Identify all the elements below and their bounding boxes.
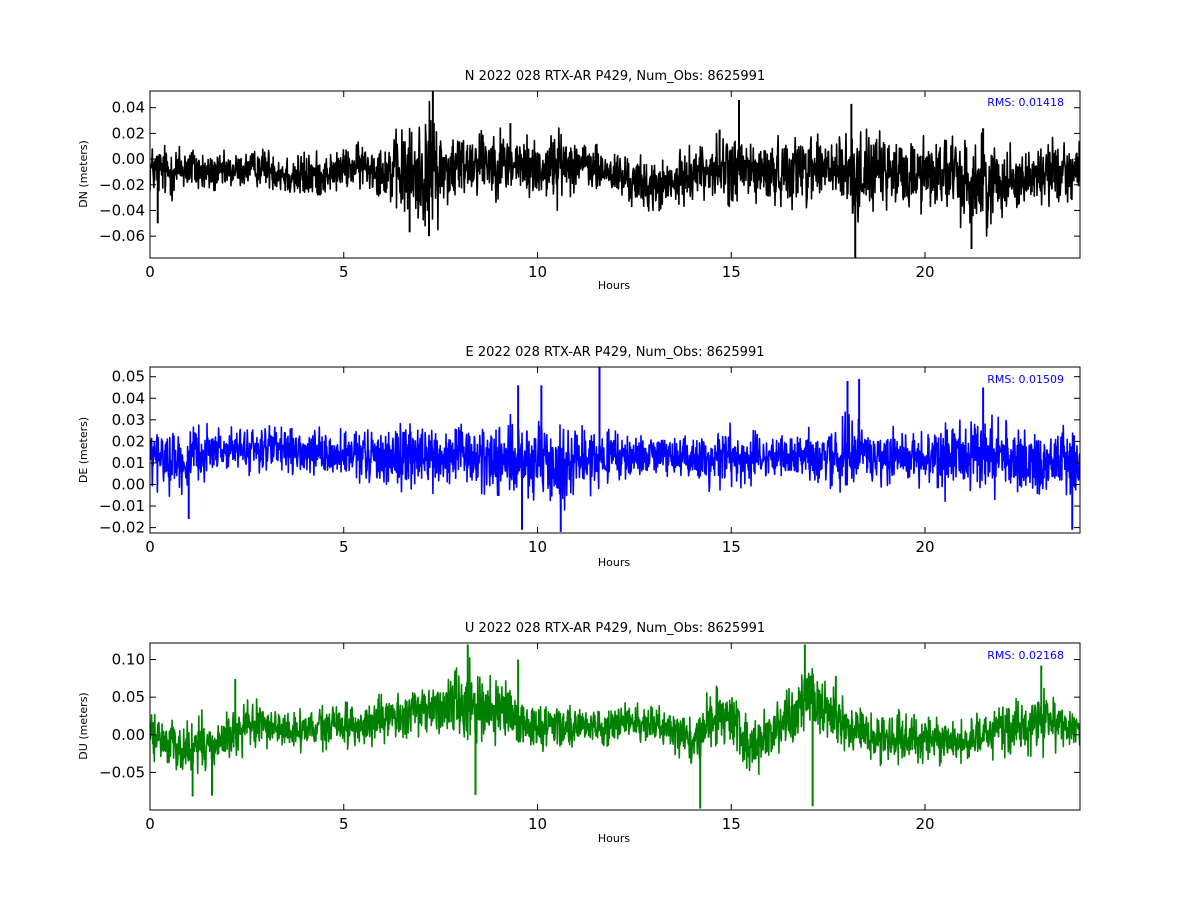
panel-north-ytick-label: 0.00 xyxy=(112,150,145,168)
panel-east-ytick-label: −0.01 xyxy=(99,497,145,515)
panel-north-xtick-label: 10 xyxy=(528,263,547,281)
panel-east-ytick-label: 0.04 xyxy=(112,389,145,407)
panel-east-series xyxy=(150,367,1080,532)
panel-east-ytick-label: −0.02 xyxy=(99,519,145,537)
panel-east-ytick-label: 0.01 xyxy=(112,454,145,472)
panel-up-xtick-label: 20 xyxy=(915,815,934,833)
panel-east-ytick-label: 0.03 xyxy=(112,411,145,429)
panel-north-frame xyxy=(149,90,1081,259)
panel-north-xtick-label: 20 xyxy=(915,263,934,281)
panel-up-ytick-label: 0.10 xyxy=(112,651,145,669)
panel-north-series-line xyxy=(150,100,1080,237)
panel-east: E 2022 028 RTX-AR P429, Num_Obs: 8625991… xyxy=(77,345,1081,569)
panel-up-ytick-label: 0.00 xyxy=(112,726,145,744)
panel-east-xtick-label: 15 xyxy=(722,538,741,556)
panel-north-ylabel: DN (meters) xyxy=(77,140,90,208)
panel-up-ytick-label: −0.05 xyxy=(99,763,145,781)
panel-up-xtick-label: 15 xyxy=(722,815,741,833)
panel-east-ytick-label: 0.00 xyxy=(112,475,145,493)
panel-north-ytick-label: −0.02 xyxy=(99,176,145,194)
panel-east-frame xyxy=(149,366,1081,534)
panel-north-xtick-label: 0 xyxy=(145,263,155,281)
panel-north-xtick-label: 5 xyxy=(339,263,349,281)
panel-east-xlabel: Hours xyxy=(598,556,630,569)
panel-up-xtick-label: 5 xyxy=(339,815,349,833)
panel-up-ytick-label: 0.05 xyxy=(112,688,145,706)
panel-north-ytick-label: 0.04 xyxy=(112,99,145,117)
panel-east-xtick-label: 0 xyxy=(145,538,155,556)
panel-up: U 2022 028 RTX-AR P429, Num_Obs: 8625991… xyxy=(77,621,1081,845)
panel-up-frame xyxy=(149,642,1081,811)
panel-east-xtick-label: 5 xyxy=(339,538,349,556)
panel-up-annotation: RMS: 0.02168 xyxy=(987,649,1064,662)
panel-east-xtick-label: 20 xyxy=(915,538,934,556)
panel-north-ytick-label: 0.02 xyxy=(112,124,145,142)
panel-east-title: E 2022 028 RTX-AR P429, Num_Obs: 8625991 xyxy=(466,345,765,360)
panel-up-series xyxy=(150,644,1080,809)
panel-east-ytick-label: 0.02 xyxy=(112,432,145,450)
panel-north-xlabel: Hours xyxy=(598,279,630,292)
panel-up-title: U 2022 028 RTX-AR P429, Num_Obs: 8625991 xyxy=(465,621,765,636)
panel-north-title: N 2022 028 RTX-AR P429, Num_Obs: 8625991 xyxy=(465,69,765,84)
panel-east-ticks: 0 5 10 15 20 0.05 0.04 0.03 0.02 0.01 0.00 −0.01 −0.… xyxy=(99,367,1080,556)
panel-north-ytick-label: −0.04 xyxy=(99,201,145,219)
panel-up-series-line xyxy=(150,657,1080,775)
panel-east-annotation: RMS: 0.01509 xyxy=(987,373,1064,386)
panel-north-xtick-label: 15 xyxy=(722,263,741,281)
panel-north-ytick-label: −0.06 xyxy=(99,227,145,245)
panel-north: N 2022 028 RTX-AR P429, Num_Obs: 8625991… xyxy=(77,69,1081,292)
panel-east-ytick-label: 0.05 xyxy=(112,368,145,386)
panel-north-ticks: 0 5 10 15 20 0.04 0.02 0.00 −0.02 −0.04 −0.06 xyxy=(99,91,1080,281)
panel-north-annotation: RMS: 0.01418 xyxy=(987,96,1064,109)
panel-up-xlabel: Hours xyxy=(598,832,630,845)
panel-up-ylabel: DU (meters) xyxy=(77,692,90,759)
panel-east-series-line xyxy=(150,411,1080,513)
panel-north-series xyxy=(150,91,1080,258)
panel-up-xtick-label: 0 xyxy=(145,815,155,833)
panel-east-ylabel: DE (meters) xyxy=(77,417,90,483)
panel-east-xtick-label: 10 xyxy=(528,538,547,556)
panel-up-ticks: 0 5 10 15 20 0.10 0.05 0.00 −0.05 xyxy=(99,643,1080,833)
panel-up-xtick-label: 10 xyxy=(528,815,547,833)
